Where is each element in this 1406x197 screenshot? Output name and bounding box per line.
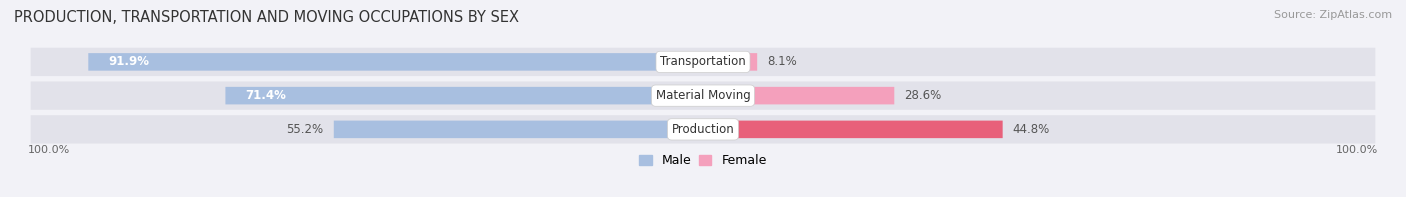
- Text: 100.0%: 100.0%: [1336, 145, 1378, 155]
- Text: 71.4%: 71.4%: [246, 89, 287, 102]
- Text: Transportation: Transportation: [661, 55, 745, 68]
- FancyBboxPatch shape: [89, 53, 703, 71]
- Text: PRODUCTION, TRANSPORTATION AND MOVING OCCUPATIONS BY SEX: PRODUCTION, TRANSPORTATION AND MOVING OC…: [14, 10, 519, 25]
- Legend: Male, Female: Male, Female: [640, 154, 766, 167]
- FancyBboxPatch shape: [333, 121, 703, 138]
- FancyBboxPatch shape: [31, 82, 1375, 110]
- FancyBboxPatch shape: [703, 53, 758, 71]
- Text: 8.1%: 8.1%: [768, 55, 797, 68]
- Text: 100.0%: 100.0%: [28, 145, 70, 155]
- FancyBboxPatch shape: [31, 48, 1375, 76]
- FancyBboxPatch shape: [703, 87, 894, 104]
- Text: 44.8%: 44.8%: [1012, 123, 1050, 136]
- Text: Production: Production: [672, 123, 734, 136]
- Text: Material Moving: Material Moving: [655, 89, 751, 102]
- FancyBboxPatch shape: [703, 121, 1002, 138]
- FancyBboxPatch shape: [31, 115, 1375, 144]
- Text: 55.2%: 55.2%: [287, 123, 323, 136]
- Text: Source: ZipAtlas.com: Source: ZipAtlas.com: [1274, 10, 1392, 20]
- FancyBboxPatch shape: [225, 87, 703, 104]
- Text: 91.9%: 91.9%: [108, 55, 149, 68]
- Text: 28.6%: 28.6%: [904, 89, 942, 102]
